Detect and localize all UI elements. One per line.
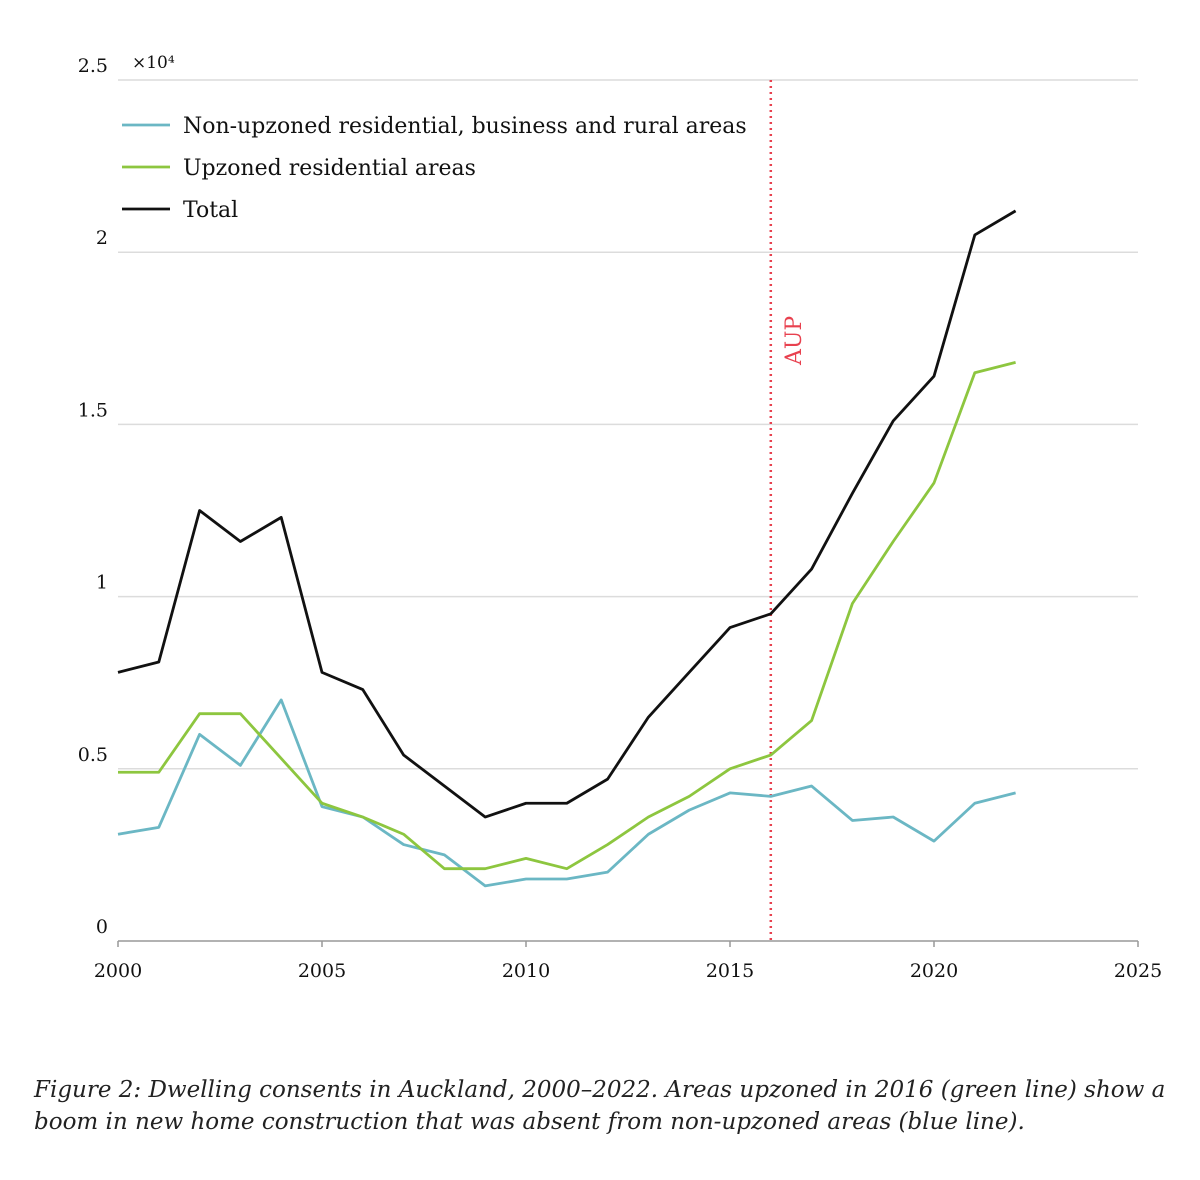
x-tick-label: 2025	[1114, 960, 1162, 982]
x-tick-label: 2000	[94, 960, 142, 982]
x-tick-label: 2010	[502, 960, 550, 982]
x-tick-label: 2005	[298, 960, 346, 982]
y-tick-label: 0.5	[78, 744, 108, 766]
caption-line: Figure 2: Dwelling consents in Auckland,…	[34, 1077, 1166, 1103]
y-tick-label: 2.5	[78, 55, 108, 77]
legend-label: Total	[183, 198, 238, 223]
y-multiplier: ×10⁴	[132, 53, 175, 73]
series-line	[117, 698, 1016, 888]
x-tick-label: 2015	[706, 960, 754, 982]
y-tick-label: 0	[96, 916, 108, 938]
caption-line: boom in new home construction that was a…	[34, 1109, 1025, 1135]
caption: Figure 2: Dwelling consents in Auckland,…	[34, 1074, 1174, 1138]
chart: ×10⁴ 0 0.5 1 1.5 2 2.5 2000 2005 2010 2015 2020 202…	[78, 53, 1162, 982]
legend-label: Upzoned residential areas	[183, 156, 476, 181]
y-tick-label: 2	[96, 227, 108, 249]
legend-label: Non-upzoned residential, business and ru…	[183, 114, 747, 139]
y-tick-label: 1	[96, 572, 108, 594]
annotation-label: AUP	[782, 316, 807, 366]
x-tick-label: 2020	[910, 960, 958, 982]
y-tick-label: 1.5	[78, 399, 108, 421]
series-line	[118, 361, 1016, 871]
series-line	[117, 209, 1017, 819]
